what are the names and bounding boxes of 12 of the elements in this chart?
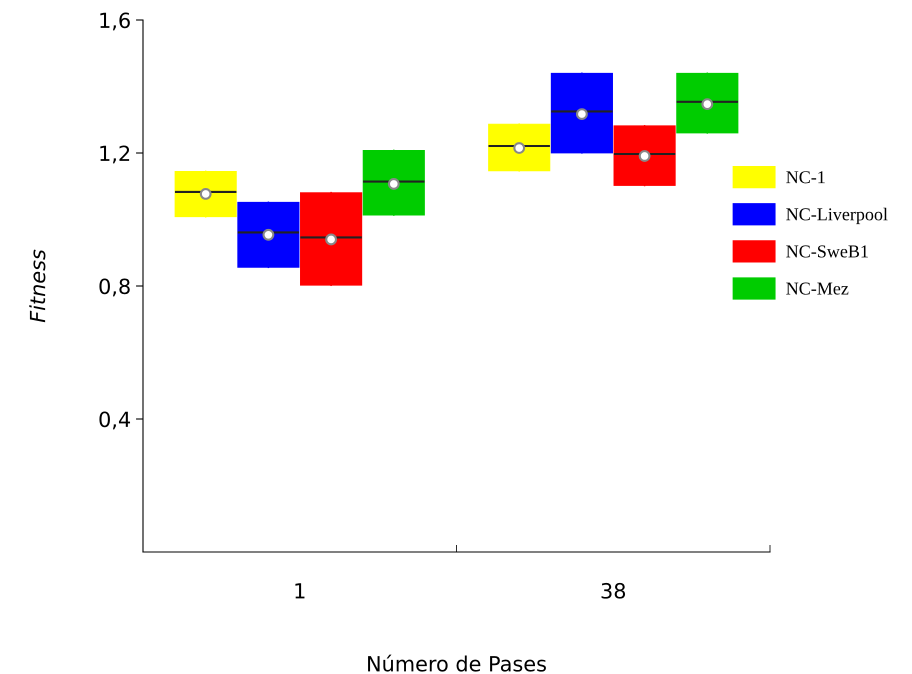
legend-label: NC-Mez: [786, 282, 848, 295]
legend-label: NC-SweB1: [786, 245, 868, 258]
x-tick-label: 38: [602, 582, 626, 599]
x-tick-label: 1: [295, 583, 304, 598]
y-tick-label: 1,2: [100, 145, 130, 164]
x-axis-title: Número de Pases: [368, 654, 546, 672]
legend-label: NC-Liverpool: [786, 208, 888, 224]
y-tick-label: 1,6: [100, 12, 130, 30]
y-tick-label: 0,8: [99, 278, 130, 296]
y-tick-label: 0,4: [99, 411, 130, 430]
legend-label: NC-1: [786, 171, 825, 184]
y-axis-title: Fitness: [29, 250, 46, 322]
